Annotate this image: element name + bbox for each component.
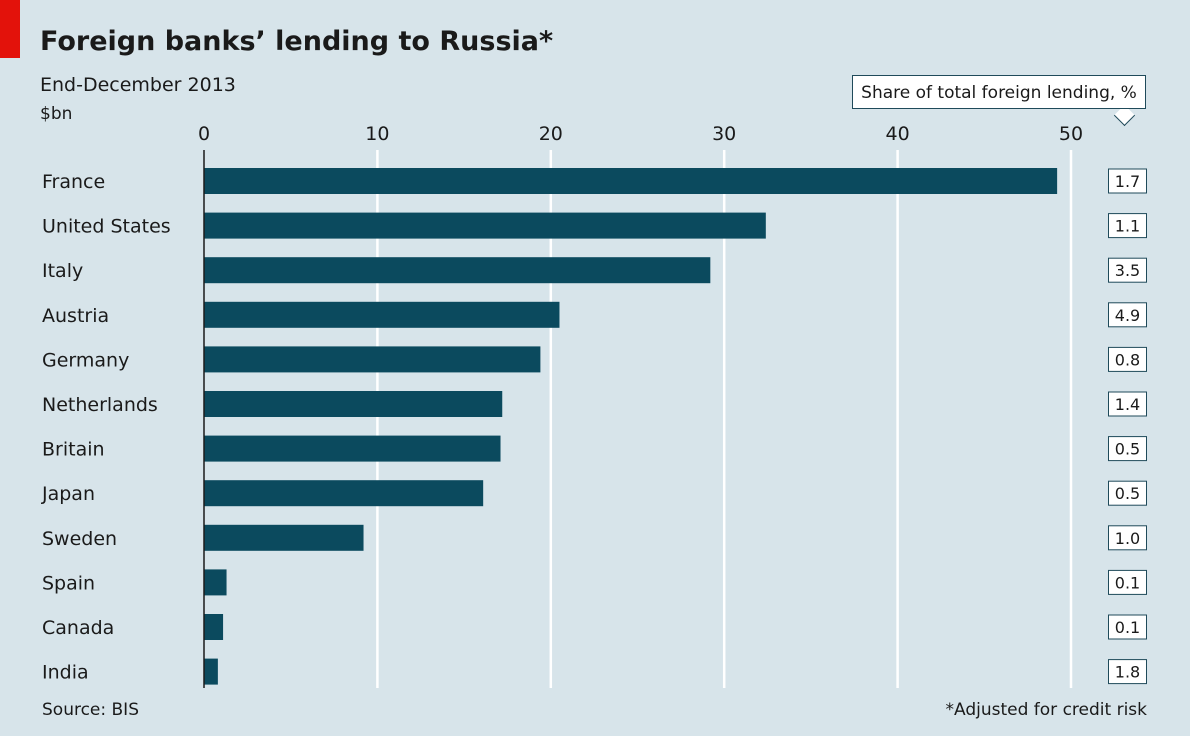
source: Source: BIS	[42, 700, 139, 720]
unit-label: $bn	[40, 104, 73, 124]
share-value: 0.5	[1115, 440, 1140, 459]
share-box	[1108, 659, 1147, 685]
footnote: *Adjusted for credit risk	[945, 700, 1148, 720]
x-tick-label: 40	[886, 123, 910, 145]
bar	[204, 435, 501, 462]
bar	[204, 346, 541, 373]
bar	[204, 569, 227, 596]
share-box	[1108, 480, 1147, 506]
x-tick-label: 30	[712, 123, 736, 145]
share-box	[1108, 302, 1147, 328]
chart-subtitle: End-December 2013	[40, 74, 236, 96]
x-tick-label: 20	[539, 123, 563, 145]
share-box	[1108, 346, 1147, 372]
share-box	[1108, 525, 1147, 551]
bar	[204, 301, 560, 328]
category-label: France	[42, 171, 105, 193]
category-label: Britain	[42, 439, 105, 461]
bar	[204, 212, 766, 239]
red-tab	[0, 0, 20, 58]
category-label: India	[42, 662, 89, 684]
bar	[204, 614, 224, 640]
share-box	[1108, 213, 1147, 239]
share-box	[1108, 168, 1147, 194]
category-label: Germany	[42, 349, 129, 371]
share-legend: Share of total foreign lending, %	[852, 75, 1146, 109]
x-tick-label: 10	[365, 123, 389, 145]
x-tick-label: 0	[198, 123, 210, 145]
bar	[204, 480, 484, 507]
share-value: 1.4	[1115, 395, 1140, 414]
bar	[204, 168, 1058, 194]
bar	[204, 658, 218, 685]
category-label: Spain	[42, 572, 95, 594]
share-value: 0.1	[1115, 618, 1140, 637]
share-value: 4.9	[1115, 306, 1140, 325]
share-box	[1108, 614, 1147, 640]
share-value: 0.5	[1115, 484, 1140, 503]
share-box	[1108, 569, 1147, 595]
share-box	[1108, 436, 1147, 462]
category-label: Canada	[42, 617, 114, 639]
category-label: Sweden	[42, 528, 117, 550]
category-label: Netherlands	[42, 394, 158, 416]
category-label: Italy	[42, 260, 83, 282]
share-box	[1108, 257, 1147, 283]
category-label: United States	[42, 216, 171, 238]
category-label: Austria	[42, 305, 109, 327]
share-value: 1.7	[1115, 172, 1140, 191]
bar	[204, 257, 711, 284]
chart-title: Foreign banks’ lending to Russia*	[40, 26, 554, 57]
share-value: 3.5	[1115, 261, 1140, 280]
share-box	[1108, 391, 1147, 417]
bar	[204, 524, 364, 551]
category-label: Japan	[41, 483, 95, 505]
share-value: 0.8	[1115, 350, 1140, 369]
share-value: 1.8	[1115, 663, 1140, 682]
bar	[204, 391, 503, 417]
share-value: 0.1	[1115, 573, 1140, 592]
share-value: 1.1	[1115, 217, 1140, 236]
share-value: 1.0	[1115, 529, 1140, 548]
x-tick-label: 50	[1059, 123, 1083, 145]
